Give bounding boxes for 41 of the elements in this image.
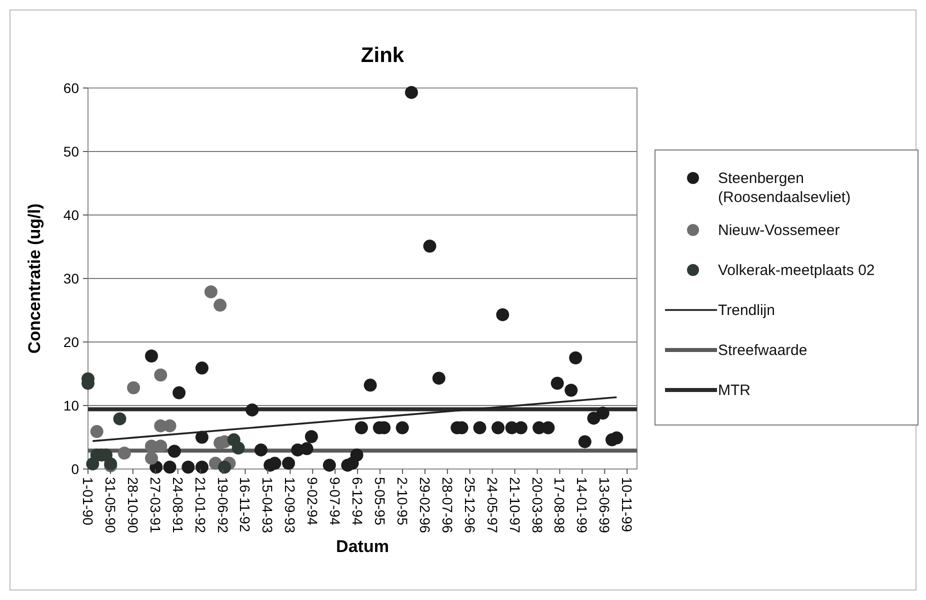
y-axis-title: Concentratie (ug/l)	[25, 203, 44, 354]
x-tick-label: 17-08-98	[552, 477, 568, 534]
x-tick-label: 24-08-91	[170, 477, 186, 534]
y-tick-label: 40	[63, 207, 80, 223]
legend-label: Nieuw-Vossemeer	[718, 222, 840, 239]
chart-title: Zink	[360, 44, 404, 67]
x-tick-label: 9-02-94	[304, 477, 321, 526]
x-tick-label: 6-12-94	[350, 477, 366, 526]
x-tick-label: 2-10-95	[394, 477, 410, 526]
x-tick-label: 28-07-96	[439, 477, 456, 534]
x-tick-label: 12-09-93	[282, 477, 298, 534]
y-tick-label: 30	[63, 270, 80, 286]
legend-label: Volkerak-meetplaats 02	[718, 262, 875, 279]
y-tick-label: 0	[71, 461, 80, 477]
y-tick-label: 60	[63, 80, 80, 96]
y-tick-label: 10	[63, 398, 80, 414]
x-tick-label: 20-03-98	[529, 477, 546, 534]
legend-label: Streefwaarde	[718, 342, 808, 359]
x-tick-label: 25-12-96	[462, 477, 478, 534]
x-tick-label: 9-07-94	[327, 477, 344, 526]
legend-label: Steenbergen (Roosendaalsevliet)	[718, 170, 851, 206]
legend-label: Trendlijn	[718, 302, 775, 319]
x-tick-label: 16-11-92	[237, 477, 254, 532]
x-tick-label: 19-06-92	[214, 477, 231, 534]
x-tick-label: 29-02-96	[416, 477, 433, 534]
x-tick-label: 21-01-92	[192, 477, 208, 534]
x-axis-title: Datum	[336, 537, 389, 556]
legend-label: MTR	[718, 382, 751, 399]
x-tick-label: 24-05-97	[484, 477, 500, 534]
x-tick-label: 15-04-93	[260, 477, 276, 534]
x-tick-label: 5-05-95	[372, 477, 388, 526]
x-tick-label: 14-01-99	[574, 477, 590, 534]
x-tick-label: 1-01-90	[80, 477, 96, 526]
x-tick-label: 28-10-90	[124, 477, 141, 534]
y-tick-label: 20	[63, 334, 80, 350]
x-tick-label: 21-10-97	[506, 477, 523, 534]
x-tick-label: 13-06-99	[596, 477, 613, 534]
x-tick-label: 31-05-90	[102, 477, 118, 534]
x-tick-label: 27-03-91	[147, 477, 164, 534]
y-tick-label: 50	[63, 144, 80, 160]
x-tick-label: 10-11-99	[619, 477, 636, 532]
